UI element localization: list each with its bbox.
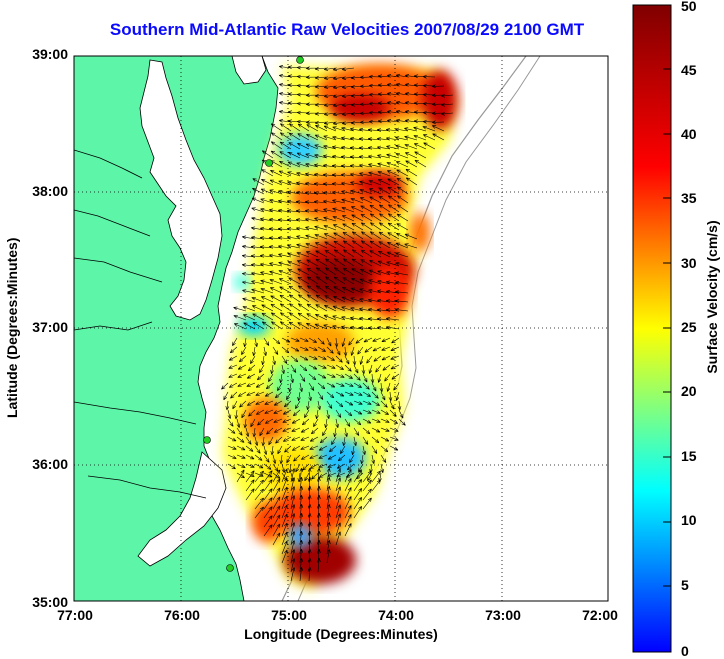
map-title: Southern Mid-Atlantic Raw Velocities 200…: [109, 20, 585, 39]
map-grid: [74, 56, 608, 601]
y-tick-label: 38:00: [32, 183, 68, 199]
colorbar-tick-label: 5: [681, 577, 689, 593]
x-tick-label: 73:00: [485, 607, 521, 623]
colorbar-tick-label: 25: [681, 319, 697, 335]
delaware-bay: [231, 56, 267, 85]
x-axis-label: Longitude (Degrees:Minutes): [244, 626, 438, 642]
radar-station-marker: [265, 159, 273, 167]
y-tick-label: 35:00: [32, 594, 68, 610]
colorbar-tick-label: 20: [681, 383, 697, 399]
x-tick-label: 77:00: [57, 607, 93, 623]
colorbar-ticks: [663, 68, 671, 587]
colorbar-tick-label: 0: [681, 643, 689, 659]
pamlico-sound: [137, 451, 227, 567]
colorbar-tick-label: 35: [681, 190, 697, 206]
current-vector-arrows: [221, 65, 454, 582]
x-tick-label: 76:00: [164, 607, 200, 623]
y-tick-label: 36:00: [32, 456, 68, 472]
colorbar-tick-label: 50: [681, 0, 697, 14]
x-tick-label: 75:00: [271, 607, 307, 623]
colorbar-tick-label: 45: [681, 62, 697, 78]
x-tick-label: 72:00: [582, 607, 618, 623]
chesapeake-bay: [139, 59, 223, 321]
colorbar-tick-label: 30: [681, 255, 697, 271]
y-tick-label: 39:00: [32, 46, 68, 62]
colorbar-tick-label: 40: [681, 126, 697, 142]
colorbar-tick-label: 10: [681, 512, 697, 528]
y-tick-label: 37:00: [32, 319, 68, 335]
current-vectors: [221, 65, 454, 582]
radar-station-marker: [226, 564, 234, 572]
colorbar-tick-label: 15: [681, 448, 697, 464]
plot-frame: [73, 55, 609, 602]
radar-station-marker: [203, 436, 211, 444]
radar-station-marker: [296, 56, 304, 64]
x-tick-label: 74:00: [378, 607, 414, 623]
